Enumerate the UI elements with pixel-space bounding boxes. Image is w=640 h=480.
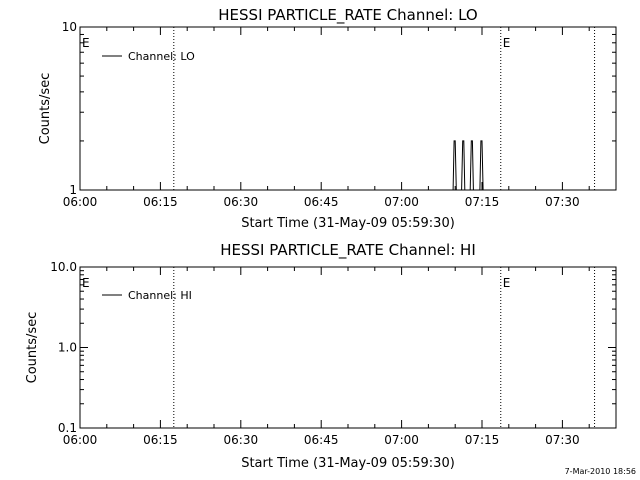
- x-axis-label: Start Time (31-May-09 05:59:30): [241, 456, 455, 471]
- x-tick-label: 06:45: [304, 433, 339, 447]
- event-marker-label: E: [82, 36, 90, 50]
- x-tick-label: 06:00: [63, 195, 98, 209]
- x-tick-label: 07:30: [545, 433, 580, 447]
- x-tick-label: 06:30: [224, 195, 259, 209]
- panel-hi-channel: HESSI PARTICLE_RATE Channel: HI 06:00 06:1…: [25, 241, 617, 471]
- series-line: [80, 140, 493, 191]
- x-tick-label: 06:45: [304, 195, 339, 209]
- y-tick-label: 0.1: [58, 421, 77, 435]
- x-axis-label: Start Time (31-May-09 05:59:30): [241, 216, 455, 231]
- x-tick-label: 06:15: [143, 433, 178, 447]
- x-tick-label: 07:00: [384, 433, 419, 447]
- legend-label: Channel: LO: [128, 50, 195, 63]
- y-axis-label: Counts/sec: [25, 312, 40, 384]
- x-tick-label: 07:15: [465, 195, 500, 209]
- event-marker-label: E: [503, 36, 511, 50]
- panel-lo-channel: HESSI PARTICLE_RATE Channel: LO 06:00 06:1…: [38, 6, 617, 231]
- x-tick-label: 07:30: [545, 195, 580, 209]
- chart-title: HESSI PARTICLE_RATE Channel: HI: [220, 241, 476, 260]
- y-tick-label: 10.0: [50, 260, 77, 274]
- legend-label: Channel: HI: [128, 289, 192, 302]
- x-tick-label: 07:00: [384, 195, 419, 209]
- x-tick-label: 06:15: [143, 195, 178, 209]
- event-marker-label: E: [503, 276, 511, 290]
- y-tick-label: 1.0: [58, 341, 77, 355]
- event-marker-label: E: [82, 276, 90, 290]
- x-tick-label: 07:15: [465, 433, 500, 447]
- y-tick-label: 1: [69, 183, 77, 197]
- y-tick-label: 10: [62, 20, 77, 34]
- x-tick-label: 06:00: [63, 433, 98, 447]
- x-tick-label: 06:30: [224, 433, 259, 447]
- y-axis-label: Counts/sec: [38, 73, 53, 145]
- chart-title: HESSI PARTICLE_RATE Channel: LO: [218, 6, 477, 25]
- footer-timestamp: 7-Mar-2010 18:56: [565, 467, 636, 476]
